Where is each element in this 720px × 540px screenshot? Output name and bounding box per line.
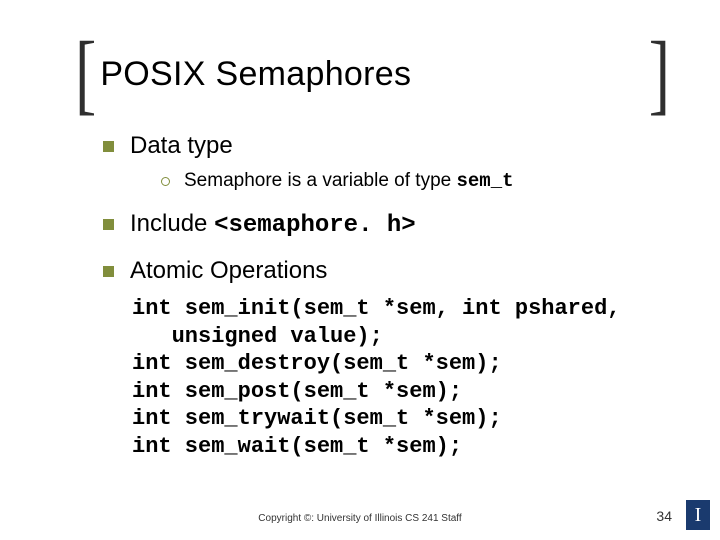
bracket-right-icon: ] bbox=[649, 48, 670, 102]
bullet-text: Include <semaphore. h> bbox=[130, 210, 416, 239]
square-bullet-icon bbox=[103, 219, 114, 230]
bullet-text: Atomic Operations bbox=[130, 257, 327, 285]
square-bullet-icon bbox=[103, 266, 114, 277]
include-prefix: Include bbox=[130, 210, 214, 237]
sub-bullet-semaphore-type: Semaphore is a variable of type sem_t bbox=[161, 170, 670, 192]
code-block: int sem_init(sem_t *sem, int pshared, un… bbox=[132, 295, 670, 460]
circle-bullet-icon bbox=[161, 177, 170, 186]
slide: [ POSIX Semaphores ] Data type Semaphore… bbox=[0, 0, 720, 540]
sub-list: Semaphore is a variable of type sem_t bbox=[161, 170, 670, 192]
include-code: <semaphore. h> bbox=[214, 212, 416, 239]
copyright-footer: Copyright ©: University of Illinois CS 2… bbox=[0, 513, 720, 524]
bullet-data-type: Data type bbox=[103, 132, 670, 160]
bracket-left-icon: [ bbox=[75, 48, 96, 102]
code-line: unsigned value); bbox=[132, 324, 383, 349]
slide-title: POSIX Semaphores bbox=[100, 55, 411, 94]
page-number: 34 bbox=[656, 508, 672, 524]
sub-text-code: sem_t bbox=[457, 170, 514, 192]
code-line: int sem_init(sem_t *sem, int pshared, bbox=[132, 296, 620, 321]
code-line: int sem_trywait(sem_t *sem); bbox=[132, 406, 502, 431]
bullet-atomic-ops: Atomic Operations bbox=[103, 257, 670, 285]
bullet-include: Include <semaphore. h> bbox=[103, 210, 670, 239]
square-bullet-icon bbox=[103, 141, 114, 152]
code-line: int sem_wait(sem_t *sem); bbox=[132, 434, 462, 459]
title-row: [ POSIX Semaphores ] bbox=[75, 55, 670, 94]
illinois-logo: I bbox=[686, 500, 710, 530]
code-line: int sem_post(sem_t *sem); bbox=[132, 379, 462, 404]
code-line: int sem_destroy(sem_t *sem); bbox=[132, 351, 502, 376]
logo-letter: I bbox=[695, 504, 702, 527]
sub-text-prefix: Semaphore is a variable of type bbox=[184, 170, 457, 191]
bullet-text: Data type bbox=[130, 132, 233, 160]
bullet-list: Data type Semaphore is a variable of typ… bbox=[103, 132, 670, 285]
sub-bullet-text: Semaphore is a variable of type sem_t bbox=[184, 170, 514, 192]
